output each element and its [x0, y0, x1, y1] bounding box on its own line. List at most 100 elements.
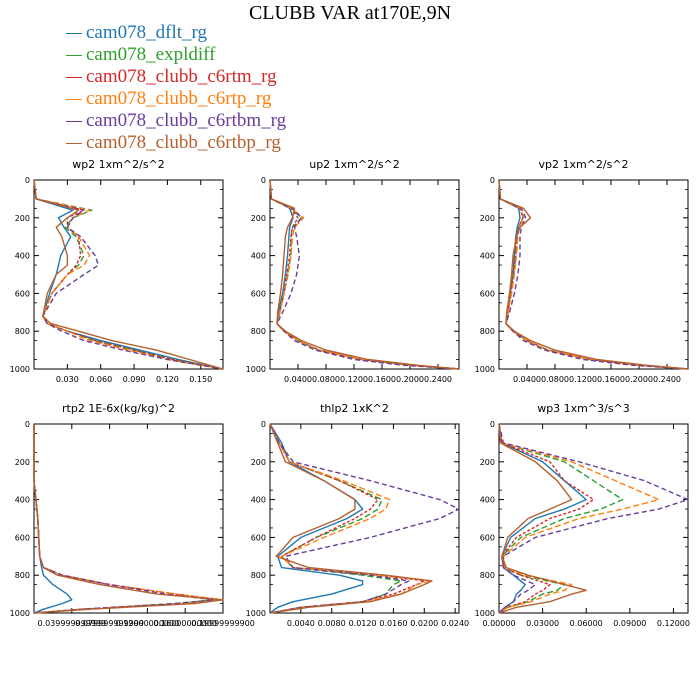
- y-tick-label: 800: [15, 571, 30, 580]
- legend-swatch: [66, 32, 82, 34]
- legend-item: cam078_clubb_c6rtm_rg: [66, 66, 286, 88]
- x-tick-label: 0.079999999999: [75, 619, 144, 628]
- y-tick-label: 400: [480, 252, 495, 261]
- chart-panel: up2 1xm^2/s^2 0 200 400 600 800 1000 0.0400 0.08…: [246, 158, 460, 384]
- y-tick-label: 600: [251, 289, 266, 298]
- series-line: [33, 179, 224, 370]
- series-line: [498, 179, 689, 370]
- legend-label: cam078_dflt_rg: [86, 22, 208, 43]
- y-tick-label: 1000: [10, 609, 30, 618]
- series-line: [269, 179, 460, 370]
- series-line: [33, 424, 224, 614]
- y-tick-label: 200: [15, 214, 30, 223]
- y-tick-label: 600: [480, 289, 495, 298]
- y-tick-label: 0: [490, 420, 495, 429]
- y-tick-label: 800: [15, 327, 30, 336]
- legend-swatch: [66, 142, 82, 144]
- series-line: [33, 179, 224, 370]
- y-tick-label: 600: [15, 289, 30, 298]
- series-line: [269, 179, 460, 370]
- legend-swatch: [66, 120, 82, 122]
- legend: cam078_dflt_rg cam078_expldiff cam078_club…: [66, 22, 286, 154]
- x-tick-label: 0.2400: [653, 375, 681, 384]
- chart-title: up2 1xm^2/s^2: [309, 158, 400, 171]
- x-tick-label: 0.0040: [287, 619, 315, 628]
- legend-swatch: [66, 76, 82, 78]
- x-tick-label: 0.06000: [570, 619, 603, 628]
- x-tick-label: 0.0240: [441, 619, 469, 628]
- x-tick-label: 0.1200: [340, 375, 368, 384]
- y-tick-label: 800: [480, 327, 495, 336]
- y-tick-label: 1000: [475, 609, 495, 618]
- series-line: [498, 179, 689, 370]
- y-tick-label: 400: [251, 496, 266, 505]
- x-tick-label: 0.0080: [318, 619, 346, 628]
- chart-panel: vp2 1xm^2/s^2 0 200 400 600 800 1000 0.0400 0.08…: [475, 158, 689, 384]
- x-tick-label: 0.0120: [349, 619, 377, 628]
- legend-label: cam078_clubb_c6rtbp_rg: [86, 132, 281, 153]
- legend-item: cam078_dflt_rg: [66, 22, 286, 44]
- series-line: [33, 179, 224, 370]
- series-line: [33, 179, 224, 370]
- x-tick-label: 0.2000: [396, 375, 424, 384]
- x-tick-label: 0.00000: [482, 619, 515, 628]
- chart-panel: rtp2 1E-6x(kg/kg)^2 0 200 400 600 800 1000 0.03…: [10, 402, 255, 628]
- x-tick-label: 0.1600: [368, 375, 396, 384]
- y-tick-label: 200: [480, 458, 495, 467]
- y-tick-label: 400: [480, 496, 495, 505]
- legend-item: cam078_clubb_c6rtbp_rg: [66, 132, 286, 154]
- series-line: [33, 179, 224, 370]
- plot-frame: [33, 423, 224, 614]
- y-tick-label: 400: [15, 496, 30, 505]
- y-tick-label: 800: [251, 327, 266, 336]
- x-tick-label: 0.120: [156, 375, 179, 384]
- legend-item: cam078_expldiff: [66, 44, 286, 66]
- series-line: [33, 424, 224, 614]
- x-tick-label: 0.0400: [284, 375, 312, 384]
- legend-label: cam078_clubb_c6rtm_rg: [86, 66, 277, 87]
- legend-label: cam078_expldiff: [86, 44, 216, 65]
- y-tick-label: 200: [480, 214, 495, 223]
- x-tick-label: 0.150: [189, 375, 212, 384]
- series-line: [33, 179, 224, 370]
- chart-title: thlp2 1xK^2: [320, 402, 389, 415]
- x-tick-label: 0.1600: [597, 375, 625, 384]
- plot-frame: [269, 423, 460, 614]
- chart-panel: thlp2 1xK^2 0 200 400 600 800 1000 0.0040 0.0080…: [246, 402, 470, 628]
- y-tick-label: 400: [15, 252, 30, 261]
- series-line: [269, 179, 460, 370]
- y-tick-label: 1000: [246, 609, 266, 618]
- y-tick-label: 200: [15, 458, 30, 467]
- chart-title: vp2 1xm^2/s^2: [538, 158, 628, 171]
- chart-title: rtp2 1E-6x(kg/kg)^2: [62, 402, 175, 415]
- x-tick-label: 0.0800: [541, 375, 569, 384]
- y-tick-label: 800: [480, 571, 495, 580]
- legend-item: cam078_clubb_c6rtp_rg: [66, 88, 286, 110]
- plot-frame: [269, 179, 460, 370]
- legend-swatch: [66, 98, 82, 100]
- x-tick-label: 0.19999999900: [191, 619, 255, 628]
- series-line: [33, 424, 224, 614]
- y-tick-label: 200: [251, 458, 266, 467]
- series-line: [498, 179, 689, 370]
- legend-swatch: [66, 54, 82, 56]
- series-line: [498, 179, 689, 370]
- chart-title: wp3 1xm^3/s^3: [537, 402, 630, 415]
- y-tick-label: 1000: [246, 365, 266, 374]
- x-tick-label: 0.0160: [379, 619, 407, 628]
- y-tick-label: 0: [25, 176, 30, 185]
- series-line: [498, 423, 689, 614]
- legend-label: cam078_clubb_c6rtp_rg: [86, 88, 272, 109]
- series-line: [498, 423, 595, 614]
- x-tick-label: 0.1200: [569, 375, 597, 384]
- x-tick-label: 0.09000: [613, 619, 646, 628]
- series-line: [498, 423, 587, 614]
- x-tick-label: 0.0400: [513, 375, 541, 384]
- y-tick-label: 400: [251, 252, 266, 261]
- y-tick-label: 1000: [10, 365, 30, 374]
- figure-title: CLUBB VAR at170E,9N: [248, 2, 452, 24]
- chart-title: wp2 1xm^2/s^2: [72, 158, 165, 171]
- plot-frame: [498, 423, 689, 614]
- x-tick-label: 0.030: [56, 375, 79, 384]
